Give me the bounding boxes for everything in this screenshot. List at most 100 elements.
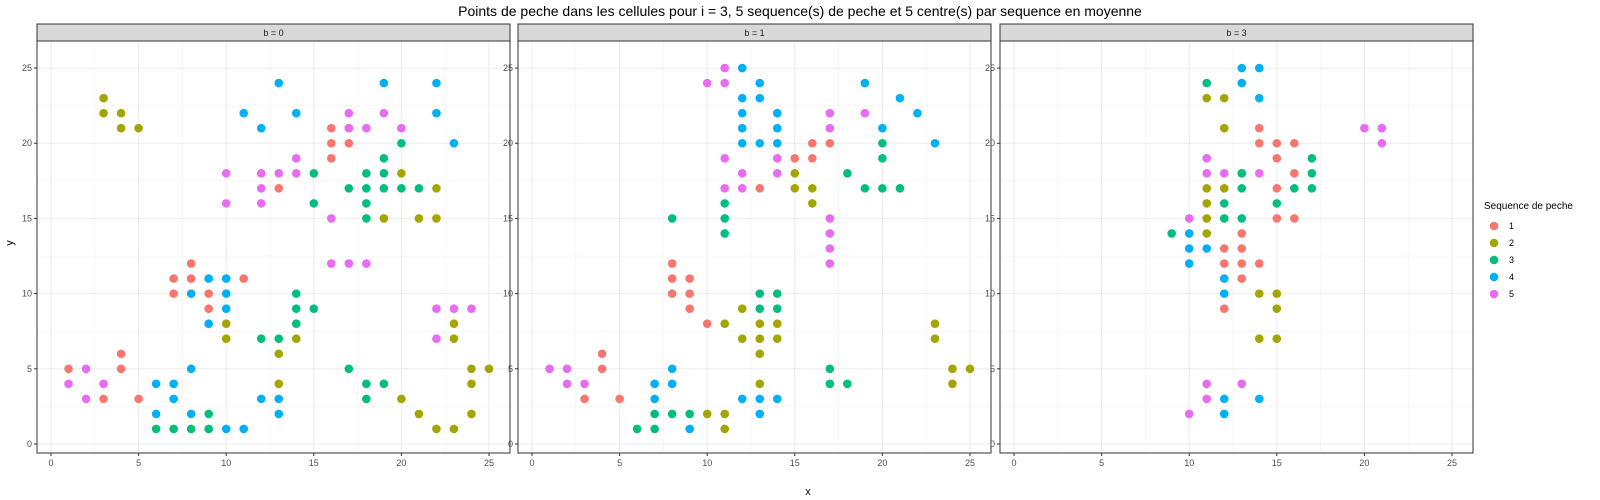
data-point-seq-1: [667, 259, 677, 268]
data-point-seq-5: [344, 108, 354, 118]
data-point-seq-5: [1202, 153, 1212, 163]
x-tick-label: 25: [1447, 458, 1457, 468]
data-point-seq-2: [720, 409, 730, 419]
data-point-seq-3: [772, 289, 782, 298]
data-point-seq-5: [825, 259, 835, 268]
data-point-seq-3: [362, 199, 371, 208]
data-point-seq-1: [116, 349, 126, 359]
x-tick-label: 25: [965, 458, 975, 468]
x-tick-label: 25: [484, 458, 494, 468]
data-point-seq-3: [1167, 229, 1176, 238]
data-point-seq-3: [379, 184, 389, 193]
data-point-seq-4: [755, 394, 765, 404]
data-point-seq-3: [878, 138, 887, 148]
data-point-seq-2: [449, 334, 459, 344]
data-point-seq-2: [414, 409, 424, 419]
data-point-seq-2: [291, 334, 301, 344]
data-point-seq-4: [1184, 259, 1194, 268]
data-point-seq-4: [737, 108, 747, 118]
data-point-seq-2: [1219, 184, 1229, 193]
data-point-seq-4: [221, 304, 231, 313]
data-point-seq-3: [843, 379, 852, 389]
data-point-seq-5: [720, 78, 730, 88]
data-point-seq-1: [1272, 184, 1282, 193]
legend-label-1: 1: [1509, 221, 1514, 231]
data-point-seq-5: [81, 394, 91, 404]
data-point-seq-2: [772, 334, 782, 344]
data-point-seq-5: [772, 169, 782, 178]
panel-border: [517, 40, 992, 454]
data-point-seq-4: [737, 93, 747, 103]
data-point-seq-5: [432, 304, 441, 313]
data-point-seq-5: [562, 364, 572, 374]
data-point-seq-3: [291, 289, 301, 298]
data-point-seq-5: [64, 379, 73, 389]
legend-label-4: 4: [1509, 272, 1514, 282]
data-point-seq-5: [291, 153, 301, 163]
legend: Sequence de peche 1 2 3 4 5: [1484, 201, 1573, 299]
data-point-seq-5: [1360, 123, 1369, 133]
x-tick-label: 15: [1272, 458, 1282, 468]
data-point-seq-3: [291, 319, 301, 328]
data-point-seq-3: [291, 304, 301, 313]
data-point-seq-2: [116, 108, 126, 118]
legend-label-5: 5: [1509, 289, 1514, 299]
data-point-seq-2: [1219, 93, 1229, 103]
data-point-seq-1: [116, 364, 126, 374]
data-point-seq-5: [737, 184, 747, 193]
data-point-seq-4: [256, 123, 266, 133]
data-point-seq-4: [379, 78, 389, 88]
data-point-seq-3: [344, 364, 354, 374]
y-tick-label: 10: [22, 289, 32, 299]
data-point-seq-2: [737, 304, 747, 313]
data-point-seq-2: [116, 123, 126, 133]
data-point-seq-2: [274, 379, 284, 389]
data-point-seq-3: [1237, 184, 1247, 193]
data-point-seq-5: [274, 169, 284, 178]
data-point-seq-4: [1254, 394, 1264, 404]
data-point-seq-3: [878, 153, 887, 163]
panels-layer: b = 0 0 5 10 15 20 25 0 5 10 15 20 25 b = 1 0 5 10 15 20 25…: [22, 23, 1474, 468]
data-point-seq-2: [1202, 93, 1212, 103]
data-point-seq-3: [720, 229, 730, 238]
data-point-seq-3: [1219, 214, 1229, 223]
data-point-seq-5: [860, 108, 870, 118]
data-point-seq-4: [1237, 78, 1247, 88]
data-point-seq-5: [362, 123, 371, 133]
data-point-seq-3: [1307, 153, 1317, 163]
data-point-seq-1: [1290, 138, 1299, 148]
data-point-seq-2: [720, 319, 730, 328]
data-point-seq-1: [99, 394, 108, 404]
legend-label-3: 3: [1509, 255, 1514, 265]
data-point-seq-1: [1237, 244, 1247, 253]
data-point-seq-5: [432, 334, 441, 344]
data-point-seq-2: [274, 349, 284, 359]
data-point-seq-5: [467, 304, 476, 313]
data-point-seq-3: [309, 199, 319, 208]
y-tick-label: 10: [503, 289, 513, 299]
data-point-seq-3: [1307, 169, 1317, 178]
x-tick-label: 10: [221, 458, 231, 468]
x-tick-label: 10: [702, 458, 712, 468]
data-point-seq-2: [1272, 304, 1282, 313]
data-point-seq-3: [843, 169, 852, 178]
data-point-seq-3: [720, 199, 730, 208]
panel-2: b = 1 0 5 10 15 20 25 0 5 10 15 20 25: [503, 23, 992, 468]
y-tick-label: 15: [22, 213, 32, 223]
data-point-seq-3: [256, 334, 266, 344]
data-point-seq-1: [327, 153, 336, 163]
data-point-seq-4: [204, 274, 213, 283]
data-point-seq-1: [685, 274, 694, 283]
data-point-seq-3: [825, 379, 835, 389]
data-point-seq-3: [309, 304, 319, 313]
data-point-seq-4: [1219, 289, 1229, 298]
data-point-seq-2: [772, 319, 782, 328]
data-point-seq-1: [327, 138, 336, 148]
data-point-seq-3: [755, 289, 765, 298]
data-point-seq-1: [239, 274, 249, 283]
y-tick-label: 15: [985, 213, 995, 223]
data-point-seq-2: [948, 379, 957, 389]
data-point-seq-3: [379, 169, 389, 178]
data-point-seq-4: [913, 108, 922, 118]
